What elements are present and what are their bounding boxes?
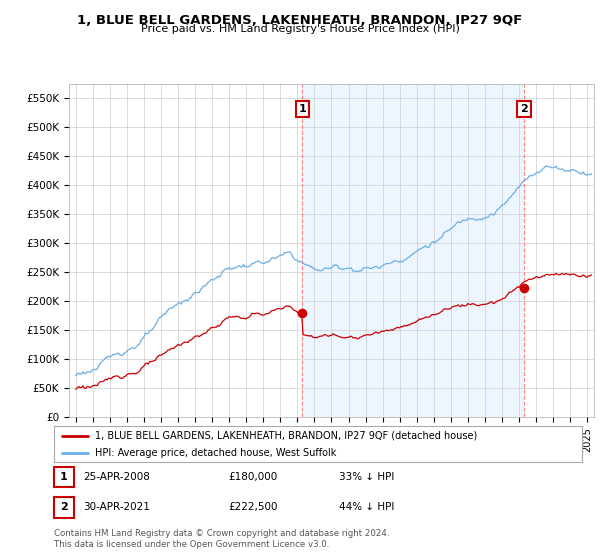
Point (519, 284, 529, 293)
Text: £222,500: £222,500 (228, 502, 278, 512)
Text: 1: 1 (60, 472, 68, 482)
Bar (54, 497, 74, 517)
Text: 1, BLUE BELL GARDENS, LAKENHEATH, BRANDON, IP27 9QF (detached house): 1, BLUE BELL GARDENS, LAKENHEATH, BRANDO… (95, 431, 478, 441)
Text: 25-APR-2008: 25-APR-2008 (83, 472, 150, 482)
Text: Price paid vs. HM Land Registry's House Price Index (HPI): Price paid vs. HM Land Registry's House … (140, 24, 460, 34)
Text: 30-APR-2021: 30-APR-2021 (83, 502, 150, 512)
Text: Contains HM Land Registry data © Crown copyright and database right 2024.
This d: Contains HM Land Registry data © Crown c… (54, 529, 389, 549)
Text: 2: 2 (520, 104, 528, 114)
Text: HPI: Average price, detached house, West Suffolk: HPI: Average price, detached house, West… (95, 448, 337, 458)
Bar (54, 466, 74, 487)
Text: 2: 2 (60, 502, 68, 512)
Bar (302, 84, 524, 417)
Point (298, 309, 307, 318)
Text: 1: 1 (298, 104, 306, 114)
Text: 33% ↓ HPI: 33% ↓ HPI (339, 472, 394, 482)
Text: 44% ↓ HPI: 44% ↓ HPI (339, 502, 394, 512)
Text: £180,000: £180,000 (228, 472, 277, 482)
Text: 1, BLUE BELL GARDENS, LAKENHEATH, BRANDON, IP27 9QF: 1, BLUE BELL GARDENS, LAKENHEATH, BRANDO… (77, 14, 523, 27)
